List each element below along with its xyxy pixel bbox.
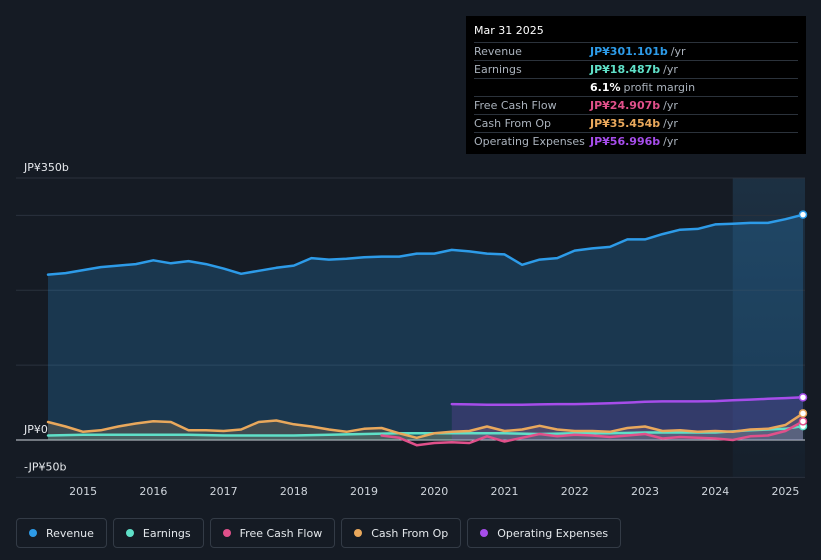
tooltip-row-unit: /yr xyxy=(670,45,686,58)
free-cash-flow-line xyxy=(380,420,805,447)
free-cash-flow-endpoint xyxy=(798,417,808,426)
tooltip-row: Earnings JP¥18.487b/yr xyxy=(474,60,798,78)
x-tick-label: 2015 xyxy=(69,485,97,498)
y-tick-label: JP¥350b xyxy=(23,161,69,174)
tooltip-row-unit: /yr xyxy=(663,135,678,148)
legend-label: Earnings xyxy=(142,526,191,540)
tooltip-row-unit: /yr xyxy=(663,117,678,130)
legend-item-free-cash-flow[interactable]: Free Cash Flow xyxy=(209,518,336,548)
tooltip-row-value: JP¥301.101b xyxy=(590,45,668,58)
revenue-area xyxy=(48,214,803,440)
legend-item-operating-expenses[interactable]: Operating Expenses xyxy=(467,518,622,548)
legend-item-cash-from-op[interactable]: Cash From Op xyxy=(341,518,462,548)
legend: Revenue Earnings Free Cash Flow Cash From O… xyxy=(16,518,622,548)
tooltip: Mar 31 2025 Revenue JP¥301.101b/yr Earning… xyxy=(466,16,806,154)
x-axis-labels: 2015 2016 2017 2018 2019 2020 2021 2022 2023 2024… xyxy=(69,485,799,498)
tooltip-row-value: JP¥35.454b xyxy=(590,117,661,130)
tooltip-row: 6.1% profit margin xyxy=(474,78,798,96)
x-tick-label: 2019 xyxy=(350,485,378,498)
tooltip-row-label: Earnings xyxy=(474,63,522,76)
x-tick-label: 2017 xyxy=(210,485,238,498)
tooltip-row-value: JP¥56.996b xyxy=(590,135,661,148)
tooltip-row-value: JP¥18.487b xyxy=(590,63,661,76)
legend-item-revenue[interactable]: Revenue xyxy=(16,518,107,548)
y-axis-labels: JP¥350b JP¥0 -JP¥50b xyxy=(23,161,69,473)
grid-lines xyxy=(16,177,805,478)
legend-label: Free Cash Flow xyxy=(239,526,323,540)
revenue-line xyxy=(46,213,805,276)
tooltip-rows: Revenue JP¥301.101b/yr Earnings JP¥18.487b /… xyxy=(474,42,798,150)
legend-label: Revenue xyxy=(46,526,94,540)
series-areas xyxy=(48,214,803,440)
operating-expenses-endpoint xyxy=(798,393,808,402)
series-endpoints xyxy=(798,210,808,431)
x-tick-label: 2021 xyxy=(491,485,519,498)
tooltip-row-unit: /yr xyxy=(663,99,678,112)
legend-label: Operating Expenses xyxy=(497,526,609,540)
legend-item-earnings[interactable]: Earnings xyxy=(112,518,204,548)
legend-dot-icon xyxy=(222,529,231,537)
operating-expenses-line xyxy=(450,396,805,407)
tooltip-row-value: JP¥24.907b xyxy=(590,99,661,112)
tooltip-row-unit: profit margin xyxy=(623,81,696,94)
tooltip-row-unit: /yr xyxy=(663,63,678,76)
tooltip-row: Operating Expenses JP¥56.996b/yr xyxy=(474,132,798,150)
tooltip-row-label: Cash From Op xyxy=(474,117,552,130)
operating-expenses-area xyxy=(451,397,803,440)
x-tick-label: 2024 xyxy=(701,485,729,498)
y-tick-label: JP¥0 xyxy=(23,423,48,436)
legend-dot-icon xyxy=(29,529,37,537)
tooltip-row-label: Operating Expenses xyxy=(474,135,585,148)
legend-dot-icon xyxy=(480,529,489,537)
x-tick-label: 2018 xyxy=(280,485,308,498)
series-lines xyxy=(46,213,805,447)
tooltip-row-label: Revenue xyxy=(474,45,522,58)
x-tick-label: 2016 xyxy=(139,485,167,498)
legend-label: Cash From Op xyxy=(371,526,449,540)
tooltip-row: Free Cash Flow JP¥24.907b/yr xyxy=(474,96,798,114)
cash-from-op-line xyxy=(46,412,805,440)
tooltip-row: Cash From Op JP¥35.454b/yr xyxy=(474,114,798,132)
tooltip-row-label: Free Cash Flow xyxy=(474,99,557,112)
x-tick-label: 2022 xyxy=(561,485,589,498)
tooltip-row: Revenue JP¥301.101b/yr xyxy=(474,42,798,60)
cash-from-op-endpoint xyxy=(798,409,808,418)
x-tick-label: 2023 xyxy=(631,485,659,498)
x-tick-label: 2025 xyxy=(771,485,799,498)
revenue-endpoint xyxy=(798,210,808,219)
tooltip-date: Mar 31 2025 xyxy=(474,24,544,37)
y-tick-label: -JP¥50b xyxy=(24,460,66,473)
legend-dot-icon xyxy=(125,529,134,537)
tooltip-row-value: 6.1% xyxy=(590,81,621,94)
legend-dot-icon xyxy=(354,529,363,537)
x-tick-label: 2020 xyxy=(420,485,448,498)
